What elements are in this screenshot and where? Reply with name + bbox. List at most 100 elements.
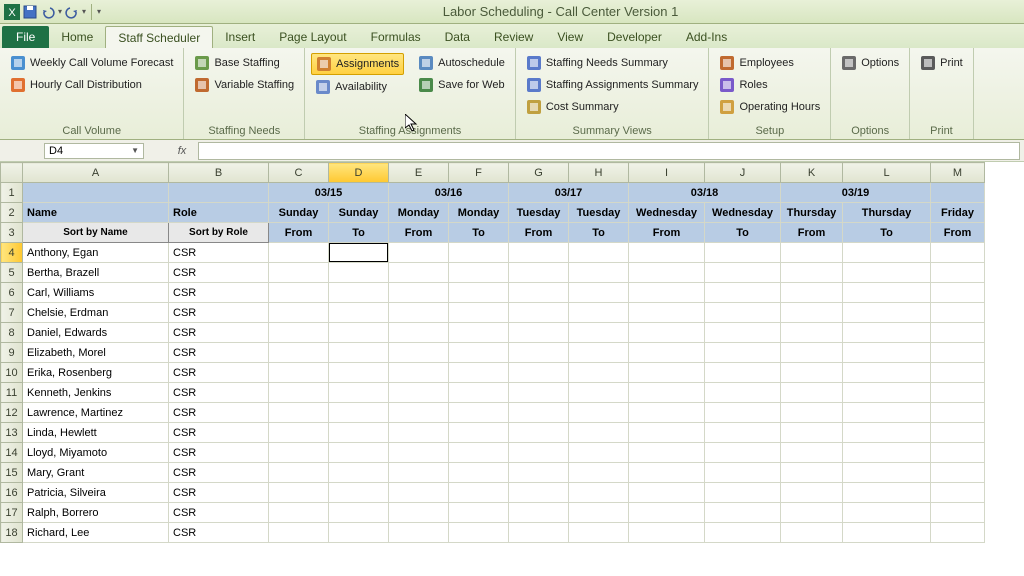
grid-cell[interactable] xyxy=(329,323,389,343)
grid-cell[interactable] xyxy=(569,263,629,283)
grid-cell[interactable] xyxy=(269,463,329,483)
tab-formulas[interactable]: Formulas xyxy=(359,26,433,48)
grid-cell[interactable] xyxy=(509,283,569,303)
grid-cell[interactable] xyxy=(781,503,843,523)
col-header-A[interactable]: A xyxy=(23,163,169,183)
tab-page-layout[interactable]: Page Layout xyxy=(267,26,358,48)
grid-cell[interactable] xyxy=(629,463,705,483)
autoschedule-button[interactable]: Autoschedule xyxy=(414,53,509,73)
redo-icon[interactable] xyxy=(64,4,80,20)
grid-cell[interactable] xyxy=(629,403,705,423)
grid-cell[interactable] xyxy=(629,303,705,323)
grid-cell[interactable] xyxy=(509,343,569,363)
grid-cell[interactable] xyxy=(629,443,705,463)
staff-role[interactable]: CSR xyxy=(169,423,269,443)
grid-cell[interactable] xyxy=(389,523,449,543)
staff-name[interactable]: Anthony, Egan xyxy=(23,243,169,263)
grid-cell[interactable] xyxy=(389,383,449,403)
grid-cell[interactable] xyxy=(389,503,449,523)
grid-cell[interactable] xyxy=(629,283,705,303)
sort-by-name-button[interactable]: Sort by Name xyxy=(23,223,169,243)
grid-cell[interactable] xyxy=(843,423,931,443)
grid-cell[interactable] xyxy=(329,443,389,463)
grid-cell[interactable] xyxy=(449,263,509,283)
grid-cell[interactable] xyxy=(269,423,329,443)
grid-cell[interactable] xyxy=(509,383,569,403)
grid-cell[interactable] xyxy=(705,443,781,463)
grid-cell[interactable] xyxy=(629,343,705,363)
grid-cell[interactable] xyxy=(931,443,985,463)
grid-cell[interactable] xyxy=(843,503,931,523)
grid-cell[interactable] xyxy=(509,483,569,503)
variable-staffing-button[interactable]: Variable Staffing xyxy=(190,75,298,95)
staff-role[interactable]: CSR xyxy=(169,303,269,323)
save-icon[interactable] xyxy=(22,4,38,20)
grid-cell[interactable] xyxy=(389,443,449,463)
tab-review[interactable]: Review xyxy=(482,26,545,48)
grid-cell[interactable] xyxy=(931,483,985,503)
grid-cell[interactable] xyxy=(705,383,781,403)
grid-cell[interactable] xyxy=(629,523,705,543)
grid-cell[interactable] xyxy=(705,523,781,543)
col-header-I[interactable]: I xyxy=(629,163,705,183)
grid-cell[interactable] xyxy=(629,363,705,383)
staff-role[interactable]: CSR xyxy=(169,363,269,383)
grid-cell[interactable] xyxy=(629,323,705,343)
excel-icon[interactable]: X xyxy=(4,4,20,20)
staff-name[interactable]: Erika, Rosenberg xyxy=(23,363,169,383)
col-header-K[interactable]: K xyxy=(781,163,843,183)
grid-cell[interactable] xyxy=(629,503,705,523)
grid-cell[interactable] xyxy=(269,523,329,543)
grid-cell[interactable] xyxy=(269,363,329,383)
roles-button[interactable]: Roles xyxy=(715,75,824,95)
row-header[interactable]: 1 xyxy=(1,183,23,203)
grid-cell[interactable] xyxy=(931,503,985,523)
grid-cell[interactable] xyxy=(449,303,509,323)
grid-cell[interactable] xyxy=(705,423,781,443)
grid-cell[interactable] xyxy=(629,263,705,283)
grid-cell[interactable] xyxy=(509,403,569,423)
staff-name[interactable]: Ralph, Borrero xyxy=(23,503,169,523)
grid-cell[interactable] xyxy=(509,323,569,343)
staff-name[interactable]: Elizabeth, Morel xyxy=(23,343,169,363)
grid-cell[interactable] xyxy=(389,423,449,443)
save-for-web-button[interactable]: Save for Web xyxy=(414,75,509,95)
grid-cell[interactable] xyxy=(509,523,569,543)
grid-cell[interactable] xyxy=(629,383,705,403)
staff-role[interactable]: CSR xyxy=(169,523,269,543)
grid-cell[interactable] xyxy=(449,363,509,383)
row-header[interactable]: 6 xyxy=(1,283,23,303)
grid-cell[interactable] xyxy=(705,503,781,523)
base-staffing-button[interactable]: Base Staffing xyxy=(190,53,298,73)
grid-cell[interactable] xyxy=(781,243,843,263)
grid-cell[interactable] xyxy=(329,503,389,523)
employees-button[interactable]: Employees xyxy=(715,53,824,73)
grid-cell[interactable] xyxy=(705,303,781,323)
file-tab[interactable]: File xyxy=(2,26,49,48)
tab-home[interactable]: Home xyxy=(49,26,105,48)
options-button[interactable]: Options xyxy=(837,53,903,73)
grid-cell[interactable] xyxy=(269,503,329,523)
grid-cell[interactable] xyxy=(449,323,509,343)
grid-cell[interactable] xyxy=(705,323,781,343)
col-header-D[interactable]: D xyxy=(329,163,389,183)
tab-view[interactable]: View xyxy=(545,26,595,48)
staff-role[interactable]: CSR xyxy=(169,263,269,283)
grid-cell[interactable] xyxy=(329,383,389,403)
grid-cell[interactable] xyxy=(389,243,449,263)
grid-cell[interactable] xyxy=(509,263,569,283)
grid-cell[interactable] xyxy=(389,363,449,383)
spreadsheet-grid[interactable]: ABCDEFGHIJKLM103/1503/1603/1703/1803/192… xyxy=(0,162,985,576)
cost-summary-button[interactable]: Cost Summary xyxy=(522,97,703,117)
assignments-button[interactable]: Assignments xyxy=(311,53,404,75)
grid-cell[interactable] xyxy=(569,343,629,363)
tab-staff-scheduler[interactable]: Staff Scheduler xyxy=(105,26,213,48)
grid-cell[interactable] xyxy=(329,463,389,483)
grid-cell[interactable] xyxy=(329,283,389,303)
grid-cell[interactable] xyxy=(269,343,329,363)
row-header[interactable]: 15 xyxy=(1,463,23,483)
grid-cell[interactable] xyxy=(629,243,705,263)
grid-cell[interactable] xyxy=(629,423,705,443)
row-header[interactable]: 4 xyxy=(1,243,23,263)
chevron-down-icon[interactable]: ▼ xyxy=(131,146,139,155)
